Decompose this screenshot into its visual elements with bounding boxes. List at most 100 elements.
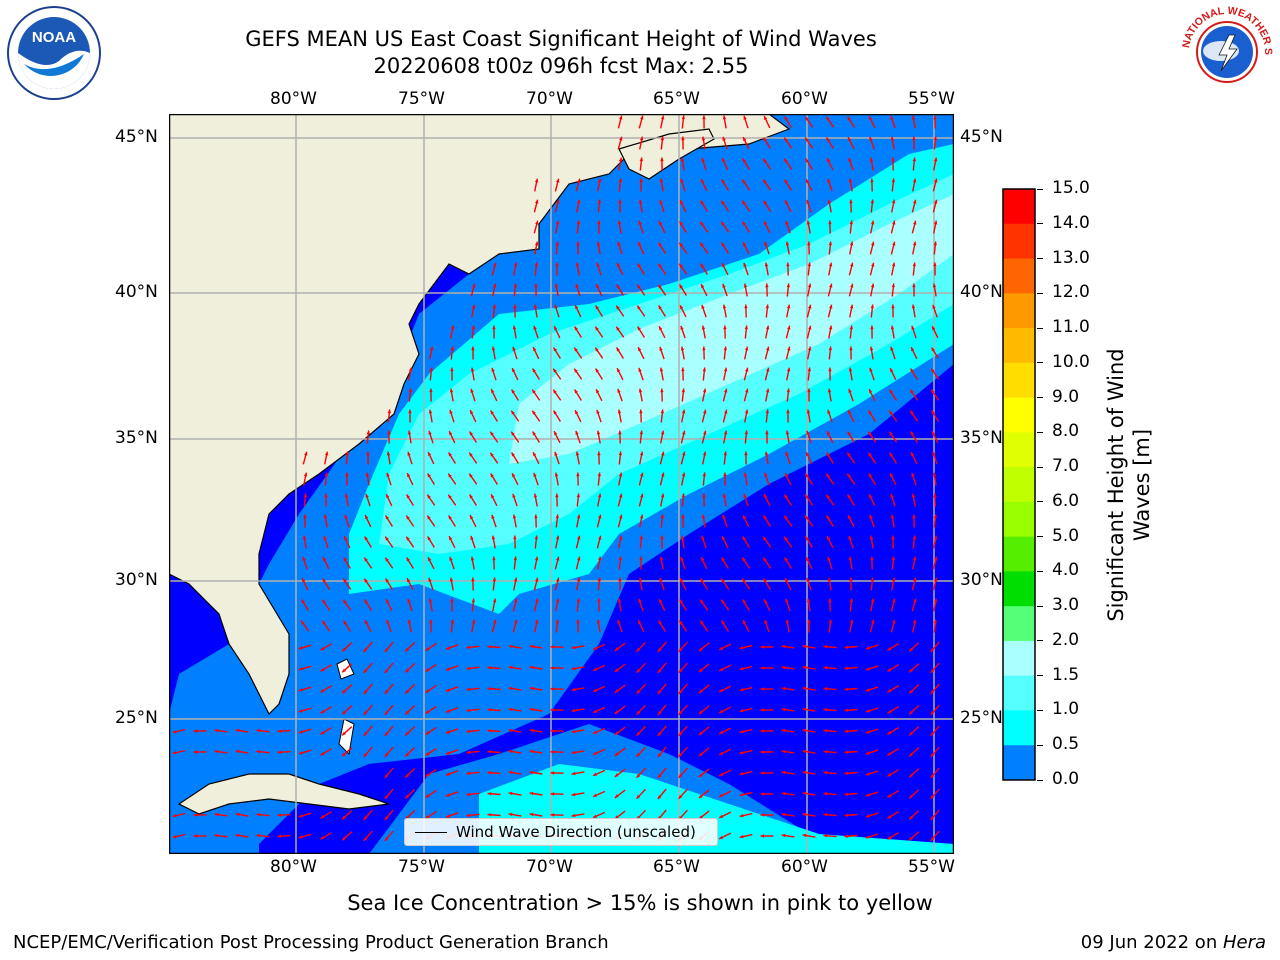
colorbar-tick-mark [1037,570,1043,572]
wave-direction-arrow-head [784,515,788,520]
wave-direction-arrow-head [513,556,517,561]
wave-direction-arrow-head [701,304,705,309]
wave-direction-arrow-head [698,773,703,778]
wave-direction-arrow-head [408,409,412,414]
wave-direction-arrow-head [806,430,810,435]
wave-direction-arrow-head [366,430,371,435]
wave-direction-arrow-head [868,473,872,478]
wave-direction-arrow-head [554,326,558,331]
wave-direction-arrow-head [658,620,662,625]
wave-direction-arrow-head [550,813,555,817]
wave-direction-arrow-head [637,284,641,289]
wave-direction-arrow-head [891,199,896,204]
wave-direction-arrow-head [639,136,644,141]
wave-direction-arrow-head [614,731,619,735]
wave-direction-arrow-head [807,283,812,288]
wave-direction-arrow-head [698,752,703,757]
wave-direction-arrow-head [529,707,534,712]
wave-direction-arrow-head [593,730,598,734]
wave-direction-arrow-head [487,813,492,817]
wave-direction-arrow-head [660,430,665,435]
wave-direction-arrow-head [848,178,853,183]
wave-direction-arrow-head [636,731,641,736]
wave-direction-arrow-head [930,732,935,736]
wave-direction-arrow-head [933,241,937,246]
colorbar-tick-label: 1.0 [1052,699,1080,720]
wave-direction-arrow-head [427,536,431,541]
wave-direction-arrow-head [721,200,725,205]
wave-direction-arrow-head [785,598,789,603]
wave-direction-arrow-head [535,577,539,582]
colorbar-tick-mark [1037,640,1043,642]
wave-direction-arrow-head [533,347,537,352]
wave-direction-arrow-head [638,242,642,247]
wave-direction-arrow-head [743,620,747,625]
wave-direction-arrow-head [597,220,601,225]
wave-direction-arrow-head [555,262,559,267]
wave-direction-arrow-head [703,430,707,435]
wave-direction-arrow-head [760,729,765,733]
wave-direction-arrow-head [678,795,683,799]
wave-direction-arrow-head [343,557,347,562]
wave-direction-arrow-head [256,813,261,817]
wave-direction-arrow-head [931,347,935,352]
colorbar-segment [1003,675,1035,711]
wave-direction-arrow-head [406,557,410,562]
wave-direction-arrow-head [471,598,475,603]
wave-direction-arrow-head [823,813,828,817]
wave-direction-arrow-head [660,157,664,162]
wave-direction-arrow-head [556,556,560,561]
wave-direction-arrow-head [786,367,791,372]
wave-direction-arrow-head [471,577,475,582]
wave-direction-arrow-head [596,389,600,394]
wave-direction-arrow-head [534,262,539,267]
wave-direction-arrow-head [470,556,475,561]
wave-direction-arrow-head [702,451,707,456]
wave-direction-arrow-head [892,241,896,246]
wave-direction-arrow-head [869,494,873,499]
wave-direction-arrow-head [534,556,539,561]
wave-direction-arrow-head [887,752,892,756]
wave-direction-arrow-head [934,199,938,204]
wave-direction-arrow-head [384,648,389,652]
wave-direction-arrow-head [806,220,811,225]
wave-direction-arrow-head [616,326,620,331]
wave-direction-arrow-head [660,493,665,498]
wave-direction-arrow-head [636,647,641,652]
wave-direction-arrow-head [785,200,789,205]
wave-direction-arrow-head [614,752,619,756]
wave-direction-arrow-head [487,729,492,733]
wave-direction-arrow-head [658,284,662,289]
wave-direction-arrow-head [802,728,807,733]
wave-direction-arrow-head [363,669,368,673]
wave-direction-arrow-head [911,325,915,330]
lat-tick-left-25n: 25°N [115,708,158,728]
wave-direction-arrow-head [698,731,703,736]
wave-direction-arrow-head [849,577,853,582]
wave-direction-arrow-head [827,409,831,414]
wave-direction-arrow-head [384,753,389,757]
wave-direction-arrow-head [912,535,916,540]
wave-direction-arrow-head [805,536,809,541]
wave-direction-arrow-head [657,774,662,778]
wave-direction-arrow-head [320,836,325,840]
wave-direction-arrow-head [386,451,391,456]
wave-direction-arrow-head [912,136,916,141]
wave-direction-arrow-head [298,688,303,692]
wave-direction-arrow-head [365,620,369,625]
wave-direction-arrow-head [277,834,282,838]
wave-direction-arrow-head [701,514,706,519]
wave-direction-arrow-head [596,262,600,267]
wave-direction-arrow-head [429,619,433,624]
wave-direction-arrow-head [781,686,786,691]
wave-direction-arrow-head [639,430,643,435]
wave-direction-arrow-head [891,304,895,309]
wave-direction-arrow-head [470,535,474,540]
wave-direction-arrow-head [781,749,786,754]
lon-tick-top-70w: 70°W [526,89,573,109]
wave-direction-arrow-head [449,388,454,393]
wave-direction-arrow-head [636,710,641,715]
wave-direction-arrow-head [301,620,305,625]
wave-direction-arrow-head [891,178,895,183]
wave-direction-arrow-head [890,136,895,141]
